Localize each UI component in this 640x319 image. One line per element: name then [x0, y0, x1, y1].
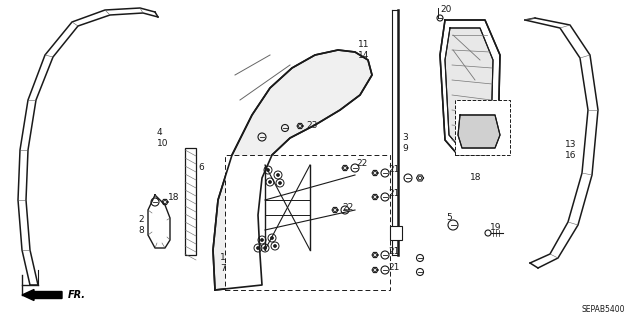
Text: 23: 23: [306, 122, 317, 130]
Bar: [225, 155, 390, 290]
Circle shape: [264, 247, 266, 249]
Text: 19: 19: [490, 224, 502, 233]
Text: SEPAB5400: SEPAB5400: [582, 306, 625, 315]
Text: 21: 21: [388, 189, 399, 197]
Text: 1
7: 1 7: [220, 253, 226, 273]
Text: 13
16: 13 16: [565, 140, 577, 160]
Text: 20: 20: [440, 5, 451, 14]
Polygon shape: [213, 50, 372, 290]
Text: 17: 17: [493, 115, 504, 124]
Bar: [390, 226, 402, 240]
FancyArrow shape: [22, 290, 62, 300]
Text: 18: 18: [470, 173, 481, 182]
Circle shape: [278, 182, 282, 184]
Text: 6: 6: [198, 164, 204, 173]
Text: 21: 21: [388, 263, 399, 272]
Polygon shape: [445, 28, 493, 148]
Text: 22: 22: [342, 203, 353, 211]
Bar: [185, 148, 196, 255]
Circle shape: [269, 181, 271, 183]
Circle shape: [257, 247, 259, 249]
Text: 22: 22: [356, 159, 367, 167]
Text: 11
14: 11 14: [358, 40, 369, 60]
Text: FR.: FR.: [68, 290, 86, 300]
Circle shape: [276, 174, 280, 176]
Circle shape: [273, 244, 276, 248]
Text: 12
15: 12 15: [487, 133, 499, 153]
Circle shape: [266, 168, 269, 172]
Text: 2
8: 2 8: [138, 215, 144, 235]
Polygon shape: [458, 115, 500, 148]
Text: 4
10: 4 10: [157, 128, 168, 148]
Polygon shape: [440, 20, 500, 155]
Bar: [455, 100, 510, 155]
Text: 5: 5: [446, 213, 452, 222]
Text: 18: 18: [168, 192, 179, 202]
Text: 21: 21: [388, 248, 399, 256]
Text: 21: 21: [388, 165, 399, 174]
Text: 3
9: 3 9: [402, 133, 408, 153]
Circle shape: [260, 239, 264, 241]
Circle shape: [271, 236, 273, 240]
